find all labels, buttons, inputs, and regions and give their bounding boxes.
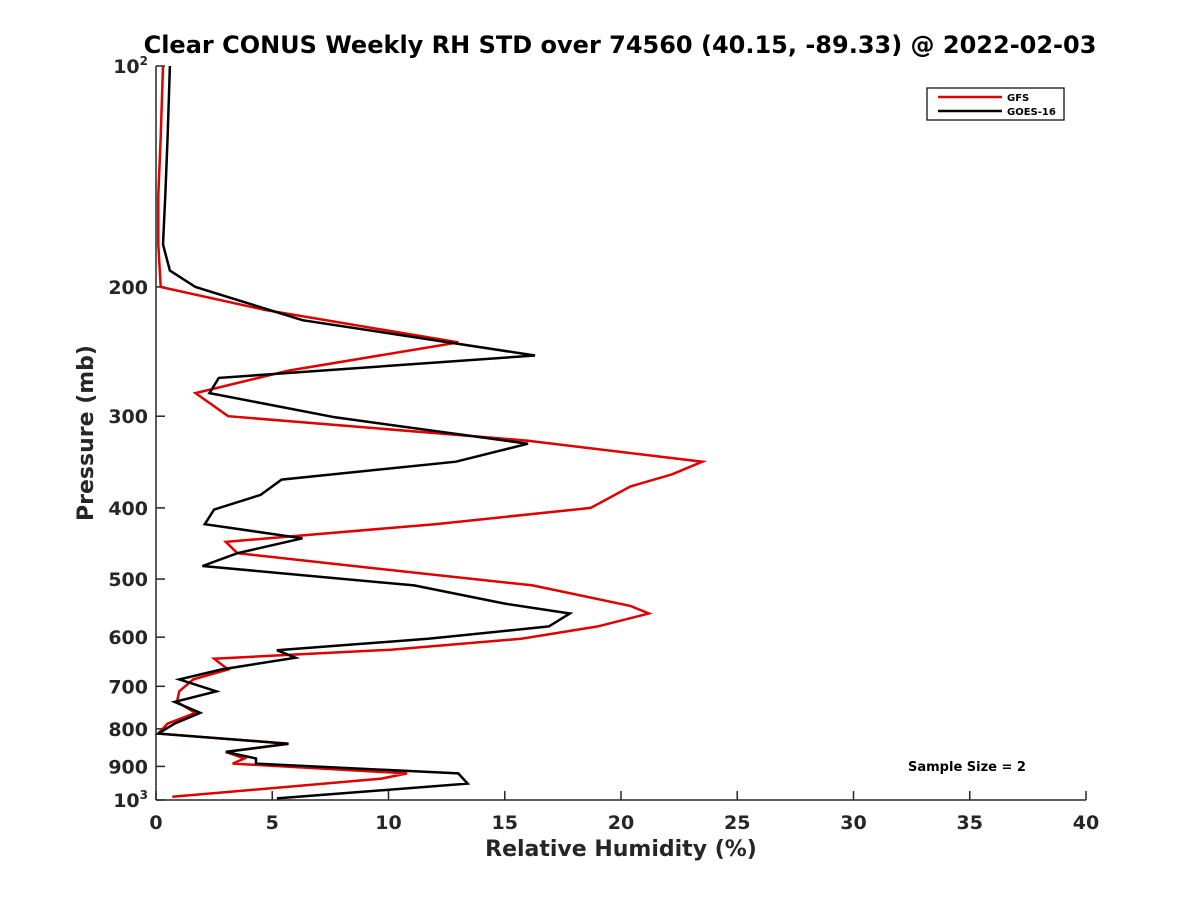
y-tick-label: 700 bbox=[108, 676, 148, 698]
y-tick-label: 800 bbox=[108, 719, 148, 741]
x-tick-label: 0 bbox=[149, 812, 162, 834]
sample-size-annotation: Sample Size = 2 bbox=[908, 760, 1026, 775]
x-tick-label: 10 bbox=[375, 812, 401, 834]
y-tick-label: 103 bbox=[113, 788, 148, 812]
y-tick-exponent: 2 bbox=[140, 54, 148, 68]
legend-box bbox=[926, 87, 1065, 121]
legend: GFS GOES-16 bbox=[926, 87, 1065, 121]
series-layer bbox=[154, 65, 708, 800]
y-tick-label: 200 bbox=[108, 277, 148, 299]
series-line-goes-16 bbox=[154, 65, 574, 800]
x-tick-label: 40 bbox=[1073, 812, 1099, 834]
y-tick-label: 400 bbox=[108, 498, 148, 520]
y-tick-label: 102 bbox=[113, 54, 148, 78]
legend-label: GFS bbox=[1007, 93, 1029, 104]
x-tick-label: 20 bbox=[608, 812, 634, 834]
y-tick-exponent: 3 bbox=[140, 788, 148, 802]
x-tick-label: 15 bbox=[492, 812, 518, 834]
x-axis-ticks: 0 5 10 15 20 25 30 35 40 bbox=[149, 791, 1099, 834]
y-tick-base: 10 bbox=[113, 790, 139, 812]
y-tick-label: 500 bbox=[108, 569, 148, 591]
x-tick-label: 35 bbox=[957, 812, 983, 834]
y-tick-base: 10 bbox=[113, 56, 139, 78]
x-tick-label: 5 bbox=[266, 812, 279, 834]
x-tick-label: 25 bbox=[724, 812, 750, 834]
legend-label: GOES-16 bbox=[1007, 107, 1056, 118]
chart-title: Clear CONUS Weekly RH STD over 74560 (40… bbox=[144, 31, 1097, 59]
y-tick-label: 600 bbox=[108, 627, 148, 649]
y-tick-label: 900 bbox=[108, 756, 148, 778]
x-tick-label: 30 bbox=[840, 812, 866, 834]
y-tick-label: 300 bbox=[108, 406, 148, 428]
y-axis-label: Pressure (mb) bbox=[74, 345, 99, 521]
x-axis-label: Relative Humidity (%) bbox=[485, 837, 757, 862]
